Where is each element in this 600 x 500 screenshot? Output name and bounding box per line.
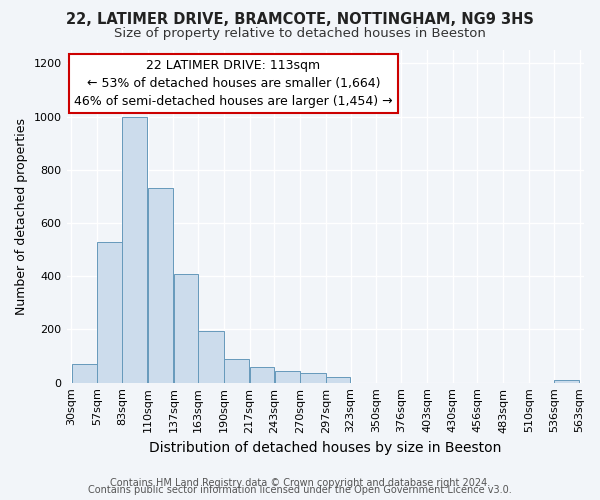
Bar bbox=[275, 370, 300, 382]
Text: 22, LATIMER DRIVE, BRAMCOTE, NOTTINGHAM, NG9 3HS: 22, LATIMER DRIVE, BRAMCOTE, NOTTINGHAM,… bbox=[66, 12, 534, 28]
Bar bbox=[122, 116, 148, 382]
Text: 22 LATIMER DRIVE: 113sqm
← 53% of detached houses are smaller (1,664)
46% of sem: 22 LATIMER DRIVE: 113sqm ← 53% of detach… bbox=[74, 60, 393, 108]
Text: Contains HM Land Registry data © Crown copyright and database right 2024.: Contains HM Land Registry data © Crown c… bbox=[110, 478, 490, 488]
Text: Size of property relative to detached houses in Beeston: Size of property relative to detached ho… bbox=[114, 28, 486, 40]
X-axis label: Distribution of detached houses by size in Beeston: Distribution of detached houses by size … bbox=[149, 441, 502, 455]
Bar bbox=[71, 364, 97, 382]
Text: Contains public sector information licensed under the Open Government Licence v3: Contains public sector information licen… bbox=[88, 485, 512, 495]
Bar bbox=[224, 358, 250, 382]
Bar bbox=[148, 188, 173, 382]
Bar bbox=[173, 274, 198, 382]
Bar bbox=[199, 331, 224, 382]
Bar bbox=[97, 242, 122, 382]
Y-axis label: Number of detached properties: Number of detached properties bbox=[15, 118, 28, 315]
Bar bbox=[250, 366, 274, 382]
Bar bbox=[326, 378, 350, 382]
Bar bbox=[301, 374, 326, 382]
Bar bbox=[554, 380, 579, 382]
